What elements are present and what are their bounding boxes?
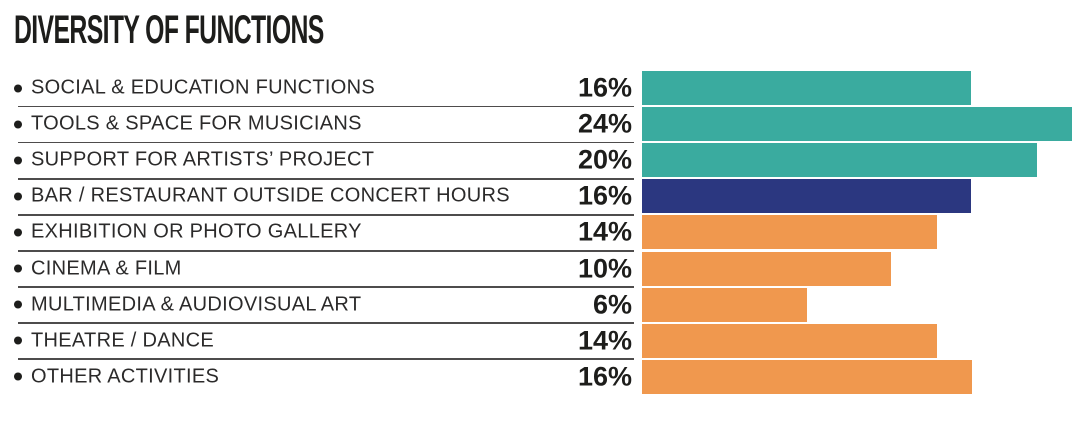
- category-label: BAR / RESTAURANT OUTSIDE CONCERT HOURS: [31, 184, 510, 207]
- bar: [642, 71, 971, 105]
- value-label: 10%: [577, 253, 632, 283]
- value-label: 16%: [577, 72, 632, 103]
- bar: [642, 323, 937, 358]
- category: CINEMA & FILM: [14, 257, 182, 280]
- chart-row: SUPPORT FOR ARTISTS’ PROJECT 20%: [0, 143, 1079, 180]
- bullet-icon: [14, 372, 22, 381]
- category-label: EXHIBITION OR PHOTO GALLERY: [31, 220, 362, 243]
- category: OTHER ACTIVITIES: [14, 365, 219, 388]
- category-label: SUPPORT FOR ARTISTS’ PROJECT: [31, 148, 375, 171]
- bar: [642, 179, 971, 214]
- category: BAR / RESTAURANT OUTSIDE CONCERT HOURS: [14, 185, 510, 208]
- chart-row: TOOLS & SPACE FOR MUSICIANS 24%: [0, 107, 1079, 144]
- bullet-icon: [14, 192, 22, 201]
- bar: [642, 359, 972, 394]
- row-separator: [18, 286, 634, 288]
- value-label: 16%: [577, 361, 632, 392]
- row-separator: [18, 141, 634, 144]
- chart-title: DIVERSITY OF FUNCTIONS: [14, 8, 324, 52]
- bar: [642, 287, 807, 322]
- bullet-icon: [14, 264, 22, 273]
- bar: [642, 215, 937, 250]
- chart-row: MULTIMEDIA & AUDIOVISUAL ART 6%: [0, 287, 1079, 324]
- row-separator: [18, 250, 634, 252]
- category: EXHIBITION OR PHOTO GALLERY: [14, 221, 362, 244]
- category-label: SOCIAL & EDUCATION FUNCTIONS: [31, 76, 375, 99]
- bullet-icon: [14, 84, 22, 92]
- bullet-icon: [14, 336, 22, 345]
- bullet-icon: [14, 228, 22, 237]
- chart-row: BAR / RESTAURANT OUTSIDE CONCERT HOURS 16…: [0, 179, 1079, 216]
- row-separator: [18, 177, 634, 180]
- value-label: 14%: [577, 216, 632, 247]
- category-label: OTHER ACTIVITIES: [31, 365, 220, 388]
- bullet-icon: [14, 120, 22, 129]
- chart-row: OTHER ACTIVITIES 16%: [0, 359, 1079, 394]
- bar: [642, 107, 1072, 142]
- row-separator: [18, 358, 634, 361]
- value-label: 24%: [577, 108, 632, 139]
- category: SOCIAL & EDUCATION FUNCTIONS: [14, 77, 375, 100]
- row-separator: [18, 214, 634, 216]
- category: SUPPORT FOR ARTISTS’ PROJECT: [14, 149, 374, 172]
- chart-row: CINEMA & FILM 10%: [0, 251, 1079, 288]
- category-label: TOOLS & SPACE FOR MUSICIANS: [31, 112, 362, 135]
- value-label: 16%: [577, 180, 632, 211]
- chart-row: SOCIAL & EDUCATION FUNCTIONS 16%: [0, 71, 1079, 108]
- bullet-icon: [14, 156, 22, 165]
- chart-row: THEATRE / DANCE 14%: [0, 323, 1079, 361]
- value-label: 6%: [592, 289, 632, 320]
- bar: [642, 251, 891, 286]
- category-label: THEATRE / DANCE: [31, 329, 215, 352]
- category-label: CINEMA & FILM: [31, 257, 182, 279]
- row-separator: [18, 322, 634, 324]
- bar: [642, 143, 1037, 178]
- row-separator: [18, 105, 634, 108]
- bullet-icon: [14, 300, 22, 309]
- value-label: 14%: [577, 325, 632, 356]
- chart-row: EXHIBITION OR PHOTO GALLERY 14%: [0, 215, 1079, 252]
- category: MULTIMEDIA & AUDIOVISUAL ART: [14, 293, 361, 316]
- category: THEATRE / DANCE: [14, 329, 214, 352]
- value-label: 20%: [577, 144, 632, 175]
- category: TOOLS & SPACE FOR MUSICIANS: [14, 113, 362, 136]
- category-label: MULTIMEDIA & AUDIOVISUAL ART: [31, 293, 362, 316]
